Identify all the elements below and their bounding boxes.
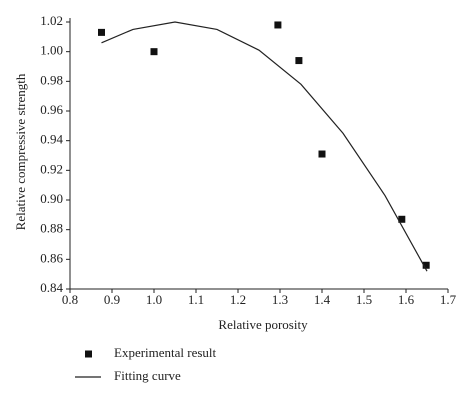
x-tick-label: 1.7 <box>440 292 457 307</box>
data-point <box>150 48 158 56</box>
y-tick-label: 1.00 <box>40 43 63 58</box>
y-tick-label: 0.84 <box>40 280 63 295</box>
x-tick-label: 0.9 <box>104 292 120 307</box>
data-point <box>318 150 326 158</box>
y-tick-label: 0.88 <box>40 221 63 236</box>
y-tick-label: 0.86 <box>40 250 63 265</box>
x-tick-label: 1.0 <box>146 292 162 307</box>
x-axis-label: Relative porosity <box>218 317 308 332</box>
legend-label: Fitting curve <box>114 368 181 383</box>
y-tick-label: 0.90 <box>40 191 63 206</box>
fit-curve <box>101 21 428 272</box>
y-tick-label: 0.92 <box>40 161 63 176</box>
y-tick-label: 0.94 <box>40 132 63 147</box>
x-tick-label: 1.6 <box>398 292 415 307</box>
y-tick-label: 0.98 <box>40 72 63 87</box>
x-tick-label: 1.1 <box>188 292 204 307</box>
x-tick-label: 1.2 <box>230 292 246 307</box>
legend-marker <box>85 350 92 358</box>
y-tick-label: 1.02 <box>40 13 63 28</box>
data-point <box>398 215 406 223</box>
data-point <box>422 261 430 269</box>
y-tick-label: 0.96 <box>40 102 63 117</box>
data-point <box>295 57 303 65</box>
y-axis-label: Relative compressive strength <box>13 73 28 230</box>
x-tick-label: 0.8 <box>62 292 78 307</box>
data-point <box>274 21 282 29</box>
data-point <box>98 28 105 36</box>
x-tick-label: 1.5 <box>356 292 372 307</box>
legend-label: Experimental result <box>114 345 217 360</box>
x-tick-label: 1.3 <box>272 292 288 307</box>
x-tick-label: 1.4 <box>314 292 331 307</box>
